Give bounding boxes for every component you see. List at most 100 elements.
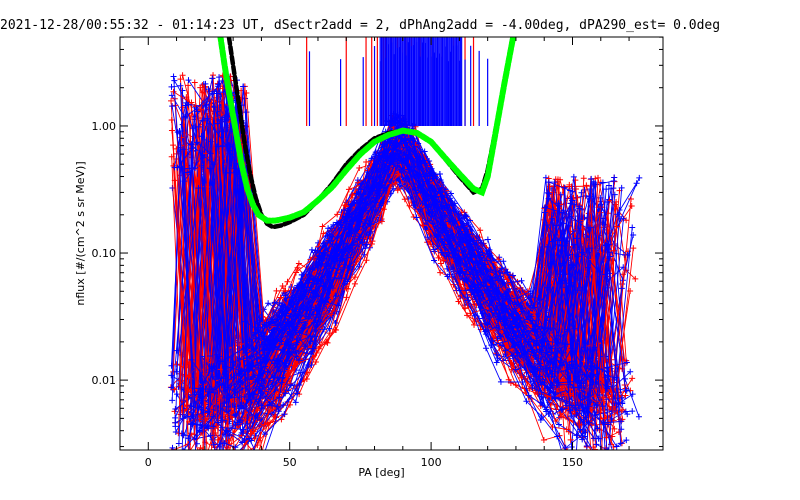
red-plus-marker [512,382,519,389]
red-plus-marker [284,278,291,285]
red-plus-marker [601,469,607,475]
red-plus-marker [204,451,210,457]
red-plus-marker [627,483,633,489]
red-plus-marker [324,339,331,346]
red-plus-marker [312,359,319,366]
red-plus-marker [295,260,302,267]
blue-plus-marker [493,359,500,366]
red-plus-marker [266,419,273,426]
red-plus-marker [471,321,478,328]
red-plus-marker [629,375,636,382]
blue-plus-marker [619,395,626,402]
blue-plus-marker [613,443,620,450]
red-plus-marker [437,269,444,276]
red-plus-marker [319,223,326,230]
blue-plus-marker [238,453,244,459]
red-plus-marker [230,461,236,467]
red-plus-marker [218,479,224,485]
red-plus-marker [477,227,484,234]
chart-title: 2021-12-28/00:55:32 - 01:14:23 UT, dSect… [0,18,721,33]
blue-plus-marker [627,368,634,375]
red-plus-marker [234,460,240,466]
red-plus-marker [169,454,175,460]
red-plus-marker [345,186,352,193]
red-plus-marker [540,437,547,444]
red-plus-marker [435,254,442,261]
blue-plus-marker [581,186,588,193]
blue-plus-marker [216,74,223,81]
red-plus-marker [254,453,260,459]
blue-plus-marker [182,451,188,457]
blue-plus-marker [447,190,454,197]
blue-plus-marker [620,215,627,222]
blue-plus-marker [224,466,230,472]
blue-plus-marker [287,382,294,389]
red-plus-marker [623,217,630,224]
blue-plus-marker [494,355,501,362]
flux-curves [167,37,643,489]
red-plus-marker [258,451,264,457]
red-plus-marker [611,201,618,208]
blue-plus-marker [542,174,549,181]
red-plus-marker [334,211,341,218]
red-plus-marker [617,478,623,484]
blue-plus-marker [603,186,610,193]
red-plus-marker [245,458,251,464]
blue-plus-marker [308,246,315,253]
blue-plus-marker [623,437,630,444]
red-plus-marker [628,202,635,209]
red-plus-marker [585,458,591,464]
red-plus-marker [200,459,206,465]
red-plus-marker [557,176,564,183]
red-plus-marker [187,460,193,466]
red-plus-marker [191,465,197,471]
blue-plus-marker [603,456,609,462]
red-plus-marker [595,456,601,462]
blue-plus-marker [484,236,491,243]
red-plus-marker [363,257,370,264]
blue-plus-marker [635,413,642,420]
blue-plus-marker [578,189,585,196]
red-plus-marker [632,275,639,282]
red-plus-marker [273,287,280,294]
red-plus-marker [342,202,349,209]
blue-plus-marker [621,251,628,258]
red-plus-marker [226,450,232,456]
red-plus-marker [210,483,216,489]
red-plus-marker [170,162,177,169]
blue-plus-marker [169,184,176,191]
red-plus-marker [320,230,327,237]
blue-plus-marker [624,411,631,418]
blue-plus-marker [629,224,636,231]
blue-plus-marker [523,398,530,405]
red-plus-marker [185,82,192,89]
blue-plus-marker [168,92,175,99]
red-plus-marker [279,282,286,289]
blue-plus-marker [168,83,175,90]
red-plus-marker [313,349,320,356]
red-plus-marker [177,76,184,83]
blue-plus-marker [185,77,192,84]
blue-plus-marker [493,351,500,358]
blue-plus-marker [615,458,621,464]
blue-plus-marker [629,391,636,398]
blue-plus-marker [516,288,523,295]
red-plus-marker [356,165,363,172]
red-plus-marker [246,455,252,461]
red-plus-marker [363,158,370,165]
red-plus-marker [228,451,234,457]
red-plus-marker [558,413,565,420]
red-plus-marker [191,79,198,86]
red-plus-marker [343,294,350,301]
blue-plus-marker [605,182,612,189]
red-plus-marker [622,392,629,399]
blue-plus-marker [568,444,575,450]
blue-plus-marker [368,155,375,162]
blue-plus-marker [636,174,643,181]
blue-plus-marker [629,408,636,415]
blue-plus-marker [169,397,176,404]
red-plus-marker [588,452,594,458]
red-plus-marker [175,430,182,437]
red-plus-marker [437,260,444,267]
